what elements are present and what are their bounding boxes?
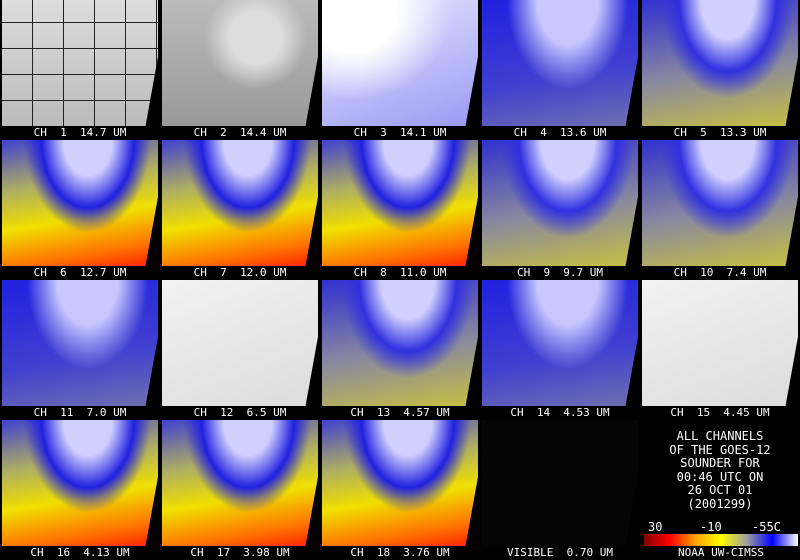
channel-image bbox=[482, 420, 638, 546]
channel-image bbox=[162, 140, 318, 266]
channel-image bbox=[322, 0, 478, 126]
colorbar-label: 30 bbox=[648, 520, 663, 534]
info-line: SOUNDER FOR bbox=[680, 456, 760, 470]
channel-image bbox=[482, 0, 638, 126]
channel-label: CH 13 4.57 UM bbox=[350, 406, 450, 419]
channel-label: CH 7 12.0 UM bbox=[193, 266, 287, 279]
channel-panel: CH 1 14.7 UM bbox=[2, 0, 160, 140]
channel-label: CH 12 6.5 UM bbox=[193, 406, 287, 419]
channel-panel: CH 14 4.53 UM bbox=[482, 280, 640, 420]
channel-panel: CH 17 3.98 UM bbox=[162, 420, 320, 560]
channel-image bbox=[482, 280, 638, 406]
channel-image bbox=[642, 280, 798, 406]
channel-panel: CH 10 7.4 UM bbox=[642, 140, 800, 280]
channel-panel: CH 9 9.7 UM bbox=[482, 140, 640, 280]
channel-panel: CH 8 11.0 UM bbox=[322, 140, 480, 280]
channel-panel: CH 7 12.0 UM bbox=[162, 140, 320, 280]
channel-label: CH 10 7.4 UM bbox=[673, 266, 767, 279]
info-line: 00:46 UTC ON bbox=[676, 469, 764, 484]
channel-panel: CH 16 4.13 UM bbox=[2, 420, 160, 560]
info-line: ALL CHANNELS bbox=[676, 429, 764, 443]
info-block: ALL CHANNELS OF THE GOES-12 SOUNDER FOR 00:… bbox=[642, 429, 798, 511]
channel-image bbox=[642, 140, 798, 266]
channel-panel: CH 11 7.0 UM bbox=[2, 280, 160, 420]
channel-panel: CH 18 3.76 UM bbox=[322, 420, 480, 560]
channel-image bbox=[2, 0, 158, 126]
channel-label: CH 14 4.53 UM bbox=[510, 406, 610, 419]
channel-label: CH 2 14.4 UM bbox=[193, 126, 287, 139]
channel-label: CH 15 4.45 UM bbox=[670, 406, 770, 419]
channel-image bbox=[482, 140, 638, 266]
channel-panel: CH 12 6.5 UM bbox=[162, 280, 320, 420]
channel-image bbox=[642, 0, 798, 126]
channel-label: CH 17 3.98 UM bbox=[190, 546, 290, 559]
credit: NOAA UW-CIMSS bbox=[677, 546, 765, 559]
info-line: 26 OCT 01 bbox=[687, 483, 753, 497]
info-line: OF THE GOES-12 bbox=[669, 442, 771, 457]
channel-label: CH 4 13.6 UM bbox=[513, 126, 607, 139]
channel-panel: VISIBLE 0.70 UM bbox=[482, 420, 640, 560]
channel-label: CH 9 9.7 UM bbox=[516, 266, 604, 279]
channel-label: VISIBLE 0.70 UM bbox=[507, 546, 613, 559]
channel-label: CH 3 14.1 UM bbox=[353, 126, 447, 139]
channel-image bbox=[322, 420, 478, 546]
channel-label: CH 5 13.3 UM bbox=[673, 126, 767, 139]
channel-label: CH 18 3.76 UM bbox=[350, 546, 450, 559]
channel-image bbox=[322, 280, 478, 406]
channel-image bbox=[162, 420, 318, 546]
channel-image bbox=[2, 420, 158, 546]
channel-image bbox=[322, 140, 478, 266]
channel-panel: CH 6 12.7 UM bbox=[2, 140, 160, 280]
channel-panel: CH 3 14.1 UM bbox=[322, 0, 480, 140]
channel-panel: CH 2 14.4 UM bbox=[162, 0, 320, 140]
channel-panel: CH 15 4.45 UM bbox=[642, 280, 800, 420]
channel-panel: CH 13 4.57 UM bbox=[322, 280, 480, 420]
channel-panel: CH 4 13.6 UM bbox=[482, 0, 640, 140]
channel-label: CH 16 4.13 UM bbox=[30, 546, 130, 559]
channel-label: CH 8 11.0 UM bbox=[353, 266, 447, 279]
channel-image bbox=[2, 140, 158, 266]
channel-label: CH 11 7.0 UM bbox=[33, 406, 127, 419]
channel-image bbox=[2, 280, 158, 406]
channel-panel: CH 5 13.3 UM bbox=[642, 0, 800, 140]
channel-image bbox=[162, 280, 318, 406]
colorbar bbox=[644, 534, 798, 546]
info-line: (2001299) bbox=[687, 496, 753, 511]
colorbar-label: -55C bbox=[752, 520, 781, 534]
channel-image bbox=[162, 0, 318, 126]
channel-label: CH 1 14.7 UM bbox=[33, 126, 127, 139]
colorbar-label: -10 bbox=[700, 520, 722, 534]
channel-label: CH 6 12.7 UM bbox=[33, 266, 127, 279]
